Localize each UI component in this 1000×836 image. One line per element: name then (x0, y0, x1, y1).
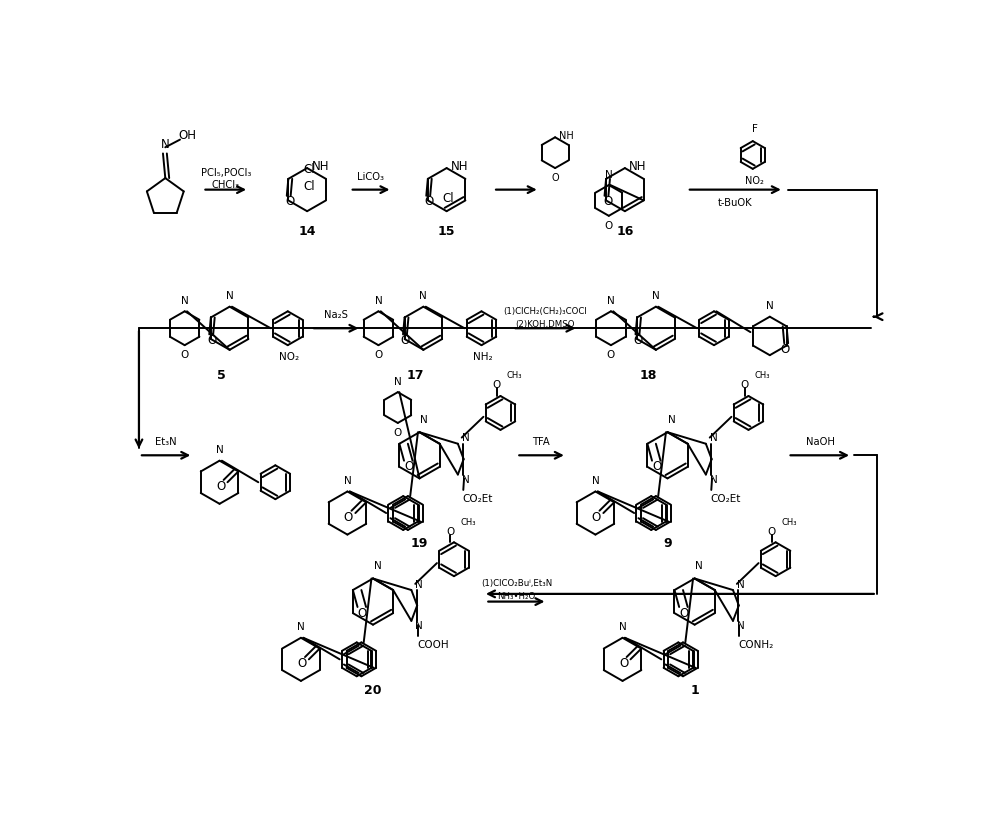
Text: Et₃N: Et₃N (155, 437, 177, 447)
Text: 15: 15 (438, 226, 455, 238)
Text: CHCl₃: CHCl₃ (212, 180, 240, 190)
Text: N: N (374, 561, 382, 571)
Text: NH: NH (451, 160, 469, 173)
Text: CH₃: CH₃ (507, 371, 522, 380)
Text: N: N (415, 579, 423, 589)
Text: O: O (605, 221, 613, 231)
Text: N: N (344, 476, 351, 486)
Text: CH₃: CH₃ (782, 517, 797, 527)
Text: F: F (752, 124, 758, 134)
Text: N: N (737, 579, 745, 589)
Text: CONH₂: CONH₂ (739, 640, 774, 650)
Text: N: N (462, 433, 469, 443)
Text: N: N (737, 621, 745, 631)
Text: O: O (401, 334, 410, 347)
Text: N: N (375, 296, 382, 306)
Text: N: N (668, 415, 676, 425)
Text: 17: 17 (407, 370, 424, 383)
Text: (1)ClCH₂(CH₂)₃COCl: (1)ClCH₂(CH₂)₃COCl (503, 307, 587, 316)
Text: OH: OH (179, 130, 197, 142)
Text: N: N (605, 170, 613, 180)
Text: NH₃•H₂O: NH₃•H₂O (497, 593, 536, 601)
Text: O: O (374, 350, 383, 360)
Text: N: N (420, 415, 428, 425)
Text: (1)ClCO₂Buⁱ,Et₃N: (1)ClCO₂Buⁱ,Et₃N (481, 579, 552, 589)
Text: NH: NH (559, 130, 574, 140)
Text: TFA: TFA (532, 437, 550, 447)
Text: O: O (344, 511, 353, 524)
Text: PCl₅,POCl₃: PCl₅,POCl₃ (201, 168, 251, 178)
Text: N: N (415, 621, 423, 631)
Text: O: O (216, 481, 225, 493)
Text: Na₂S: Na₂S (324, 310, 348, 320)
Text: O: O (181, 350, 189, 360)
Text: N: N (710, 433, 717, 443)
Text: COOH: COOH (417, 640, 449, 650)
Text: O: O (207, 334, 216, 347)
Text: N: N (695, 561, 703, 571)
Text: O: O (592, 511, 601, 524)
Text: NH: NH (629, 160, 647, 173)
Text: N: N (420, 291, 427, 301)
Text: O: O (633, 334, 642, 347)
Text: N: N (462, 475, 469, 485)
Text: CH₃: CH₃ (755, 371, 770, 380)
Text: CO₂Et: CO₂Et (462, 494, 492, 504)
Text: N: N (619, 622, 626, 632)
Text: NO₂: NO₂ (745, 176, 764, 186)
Text: 20: 20 (364, 684, 382, 696)
Text: N: N (607, 296, 615, 306)
Text: t-BuOK: t-BuOK (718, 198, 752, 207)
Text: N: N (216, 445, 223, 455)
Text: N: N (394, 377, 402, 387)
Text: LiCO₃: LiCO₃ (357, 171, 384, 181)
Text: 16: 16 (616, 226, 634, 238)
Text: NH₂: NH₂ (473, 353, 493, 363)
Text: O: O (619, 657, 628, 670)
Text: 9: 9 (663, 538, 672, 550)
Text: Cl: Cl (443, 192, 454, 206)
Text: O: O (492, 380, 501, 390)
Text: CH₃: CH₃ (460, 517, 476, 527)
Text: 14: 14 (298, 226, 316, 238)
Text: O: O (285, 196, 295, 208)
Text: (2)KOH,DMSO: (2)KOH,DMSO (515, 320, 575, 329)
Text: NO₂: NO₂ (279, 353, 299, 363)
Text: O: O (780, 343, 790, 356)
Text: 5: 5 (218, 370, 226, 383)
Text: O: O (404, 461, 413, 473)
Text: N: N (710, 475, 717, 485)
Text: 1: 1 (690, 684, 699, 696)
Text: O: O (297, 657, 307, 670)
Text: Cl: Cl (303, 163, 315, 176)
Text: O: O (607, 350, 615, 360)
Text: NaOH: NaOH (806, 437, 835, 447)
Text: O: O (652, 461, 661, 473)
Text: O: O (394, 428, 402, 438)
Text: 19: 19 (411, 538, 428, 550)
Text: O: O (425, 196, 434, 208)
Text: CO₂Et: CO₂Et (710, 494, 740, 504)
Text: O: O (679, 607, 688, 619)
Text: N: N (652, 291, 660, 301)
Text: N: N (181, 296, 189, 306)
Text: 18: 18 (639, 370, 657, 383)
Text: O: O (358, 607, 367, 619)
Text: N: N (592, 476, 599, 486)
Text: O: O (740, 380, 749, 390)
Text: N: N (766, 301, 774, 311)
Text: N: N (297, 622, 305, 632)
Text: O: O (603, 196, 612, 208)
Text: NH: NH (312, 160, 329, 173)
Text: O: O (768, 527, 776, 537)
Text: O: O (446, 527, 454, 537)
Text: N: N (226, 291, 234, 301)
Text: N: N (161, 139, 170, 151)
Text: Cl: Cl (303, 180, 315, 193)
Text: O: O (551, 173, 559, 183)
